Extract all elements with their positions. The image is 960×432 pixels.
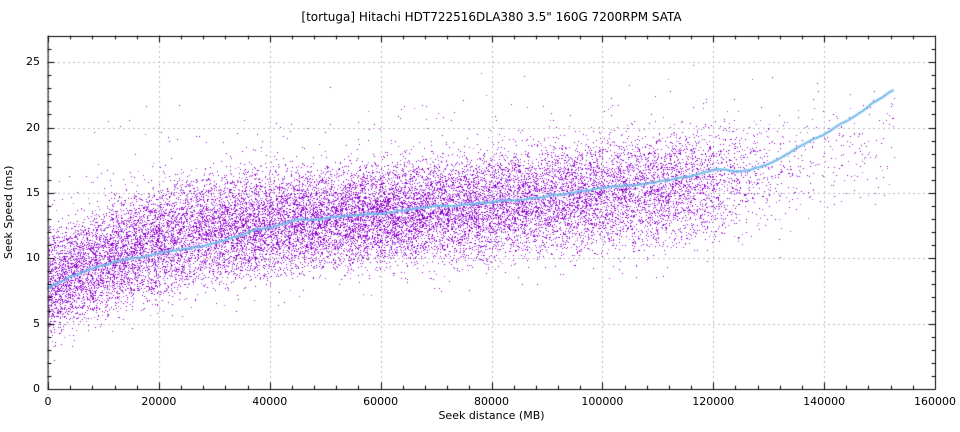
y-tick-label-0: 0 (33, 382, 40, 395)
x-tick-label-3: 60000 (363, 395, 399, 408)
x-axis-label: Seek distance (MB) (438, 409, 545, 422)
x-tick-label-5: 100000 (581, 395, 624, 408)
x-tick-label-2: 40000 (252, 395, 288, 408)
x-tick-label-0: 0 (44, 395, 52, 408)
y-tick-label-3: 15 (26, 185, 40, 199)
x-tick-label-7: 140000 (803, 395, 846, 408)
x-tick-label-1: 20000 (141, 395, 177, 408)
chart-title: [tortuga] Hitachi HDT722516DLA380 3.5" 1… (301, 10, 682, 24)
y-axis-label: Seek Speed (ms) (2, 165, 15, 259)
y-tick-label-5: 25 (26, 55, 40, 69)
y-tick-label-2: 10 (26, 251, 40, 265)
x-tick-label-8: 160000 (914, 395, 956, 408)
y-tick-label-1: 5 (33, 316, 40, 330)
x-tick-label-6: 120000 (692, 395, 735, 408)
y-tick-label-4: 20 (26, 120, 40, 134)
x-tick-label-4: 80000 (474, 395, 509, 408)
